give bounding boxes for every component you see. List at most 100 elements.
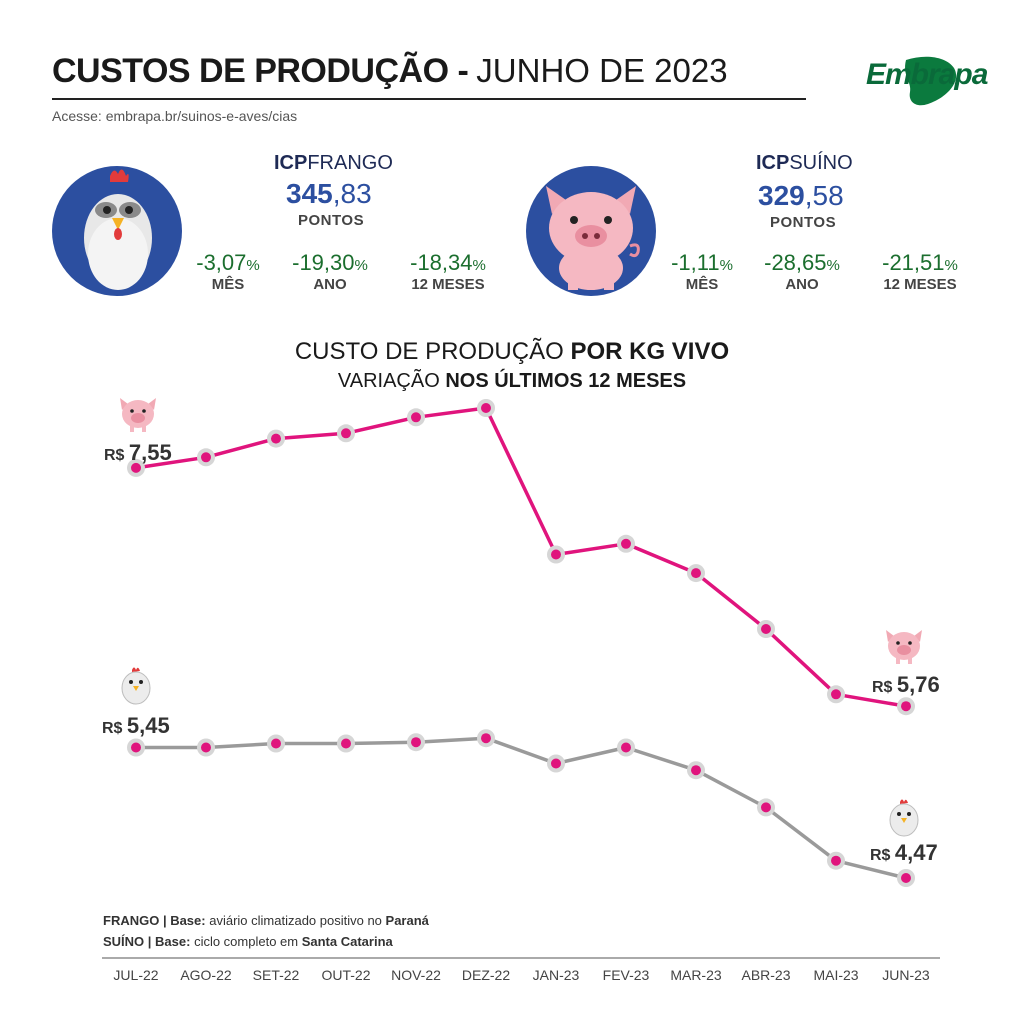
suino-point [271, 433, 281, 444]
frango-var-12m: -18,34% 12 MESES [400, 250, 496, 293]
x-tick-label: AGO-22 [180, 967, 232, 983]
frango-point [901, 873, 911, 883]
price-prefix: R$ [872, 679, 897, 696]
suino-point [481, 403, 491, 413]
note-bold: SUÍNO | Base: [103, 934, 191, 949]
price-prefix: R$ [102, 720, 127, 737]
icp-name: SUÍNO [789, 152, 853, 174]
price-value: 7,55 [128, 440, 172, 465]
var-pct: % [719, 257, 733, 274]
pig-icon [546, 186, 640, 290]
frango-point [131, 742, 141, 753]
var-label: MÊS [211, 276, 245, 293]
note-bold: FRANGO | Base: [103, 913, 206, 928]
chart-subtitle-normal: VARIAÇÃO [337, 370, 446, 392]
x-tick-label: DEZ-22 [462, 967, 510, 983]
source-link[interactable]: Acesse: embrapa.br/suinos-e-aves/cias [52, 108, 298, 124]
chicken-start-icon [121, 667, 151, 705]
var-label: ANO [313, 276, 347, 293]
suino-point [341, 428, 351, 439]
chicken-icon [84, 169, 152, 290]
x-tick-label: OUT-22 [321, 967, 370, 983]
var-label: 12 MESES [883, 276, 957, 293]
suino-point [761, 624, 771, 634]
suino-line [135, 406, 907, 708]
x-tick-label: ABR-23 [741, 967, 790, 983]
page-title: CUSTOS DE PRODUÇÃO - [52, 52, 469, 90]
x-tick-label: FEV-23 [603, 967, 650, 983]
note-text: ciclo completo em [190, 934, 302, 949]
var-label: 12 MESES [411, 276, 485, 293]
chart-subtitle-bold: NOS ÚLTIMOS 12 MESES [445, 370, 687, 392]
frango-end-label: R$ 4,47 [870, 840, 938, 866]
var-label: ANO [785, 276, 819, 293]
note-place: Santa Catarina [301, 934, 393, 949]
suino-point [901, 701, 911, 712]
suino-point [551, 549, 561, 560]
var-value: -1,11 [671, 250, 720, 275]
frango-start-label: R$ 5,45 [102, 713, 170, 739]
note-frango: FRANGO | Base: aviário climatizado posit… [103, 913, 429, 928]
frango-point [761, 802, 771, 813]
icp-value-int: 345 [286, 178, 333, 209]
icp-value-int: 329 [758, 180, 805, 211]
frango-point [621, 742, 631, 753]
icp-value-dec: ,58 [804, 180, 844, 211]
suino-var-12m: -21,51% 12 MESES [872, 250, 968, 293]
price-value: 5,76 [896, 672, 940, 697]
suino-var-year: -28,65% ANO [754, 250, 850, 293]
var-value: -21,51 [882, 250, 945, 275]
frango-point [831, 855, 841, 866]
pig-avatar [526, 166, 656, 296]
var-value: -18,34 [410, 250, 473, 275]
var-value: -3,07 [196, 250, 247, 275]
icp-name: FRANGO [307, 152, 393, 174]
frango-point [271, 738, 281, 749]
price-prefix: R$ [104, 447, 129, 464]
chart-title: CUSTO DE PRODUÇÃO POR KG VIVO [0, 338, 1024, 366]
var-pct: % [826, 257, 840, 274]
suino-end-label: R$ 5,76 [872, 672, 940, 698]
icp-suino-unit: PONTOS [770, 214, 837, 231]
frango-point [551, 758, 561, 769]
note-place: Paraná [385, 913, 429, 928]
frango-point [481, 733, 491, 744]
chicken-end-icon [889, 799, 919, 837]
price-value: 5,45 [126, 713, 170, 738]
icp-suino-title: ICPSUÍNO [756, 152, 853, 175]
x-tick-label: JUL-22 [113, 967, 158, 983]
series-layer [127, 399, 915, 887]
suino-point [831, 689, 841, 700]
title-row: CUSTOS DE PRODUÇÃO - JUNHO DE 2023 [52, 52, 806, 100]
frango-var-month: -3,07% MÊS [186, 250, 270, 293]
suino-point [131, 462, 141, 473]
var-pct: % [944, 257, 958, 274]
suino-point [691, 568, 701, 579]
x-tick-label: JUN-23 [882, 967, 930, 983]
frango-point [411, 737, 421, 748]
x-tick-label: JAN-23 [533, 967, 580, 983]
frango-point [691, 765, 701, 776]
icp-value-dec: ,83 [332, 178, 372, 209]
chart-subtitle: VARIAÇÃO NOS ÚLTIMOS 12 MESES [0, 370, 1024, 393]
frango-var-year: -19,30% ANO [282, 250, 378, 293]
frango-point [201, 742, 211, 753]
pig-start-icon [120, 398, 156, 432]
note-text: aviário climatizado positivo no [205, 913, 386, 928]
chicken-avatar [52, 166, 182, 296]
var-pct: % [354, 257, 368, 274]
x-tick-label: SET-22 [253, 967, 300, 983]
note-suino: SUÍNO | Base: ciclo completo em Santa Ca… [103, 934, 393, 949]
suino-point [201, 452, 211, 463]
price-prefix: R$ [870, 847, 895, 864]
var-label: MÊS [685, 276, 719, 293]
icp-suino-value: 329,58 [758, 180, 844, 212]
suino-var-month: -1,11% MÊS [670, 250, 734, 293]
chart-title-bold: POR KG VIVO [570, 338, 730, 365]
var-pct: % [472, 257, 486, 274]
suino-start-label: R$ 7,55 [104, 440, 172, 466]
icp-frango-value: 345,83 [286, 178, 372, 210]
x-tick-label: MAI-23 [813, 967, 858, 983]
price-value: 4,47 [894, 840, 938, 865]
